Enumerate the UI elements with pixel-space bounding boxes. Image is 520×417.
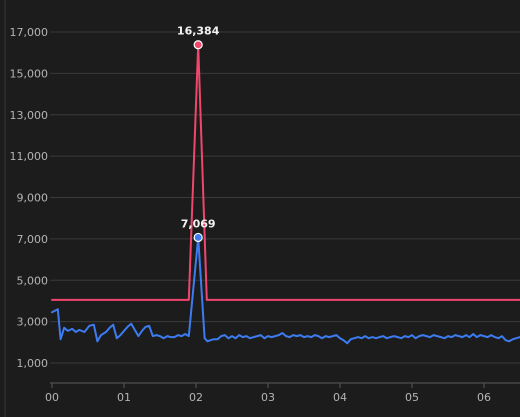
axes: 1,000 3,000 5,000 7,000 9,000 11,000 13,000 15,… [10,26,520,404]
peak-value-label: 16,384 [177,25,220,38]
y-tick-label: 3,000 [17,316,49,329]
x-tick-label: 06 [477,391,491,404]
y-tick-label: 1,000 [17,357,49,370]
peak-value-label: 7,069 [181,217,216,230]
peak-marker [193,40,203,50]
peak-marker [193,232,203,243]
x-tick-label: 03 [261,391,275,404]
y-tick-label: 17,000 [10,26,49,39]
x-tick-label: 02 [189,391,203,404]
y-tick-label: 5,000 [17,274,49,287]
y-tick-label: 11,000 [10,150,49,163]
y-tick-label: 7,000 [17,233,49,246]
x-tick-label: 05 [405,391,419,404]
peak-markers: 16,384 7,069 [177,25,220,243]
x-tick-label: 00 [45,391,59,404]
y-tick-label: 9,000 [17,192,49,205]
x-tick-label: 01 [117,391,131,404]
x-tick-label: 04 [333,391,347,404]
y-tick-label: 15,000 [10,67,49,80]
y-tick-label: 13,000 [10,109,49,122]
series-line-blue [51,236,520,345]
gridlines [50,31,520,364]
